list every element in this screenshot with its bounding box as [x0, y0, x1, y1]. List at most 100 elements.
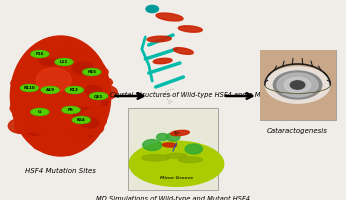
Circle shape	[21, 110, 46, 125]
Text: F16: F16	[36, 52, 44, 56]
Ellipse shape	[171, 130, 189, 136]
Ellipse shape	[185, 144, 202, 154]
Circle shape	[36, 48, 58, 61]
FancyArrowPatch shape	[226, 93, 252, 99]
Circle shape	[31, 119, 57, 134]
Ellipse shape	[10, 36, 111, 156]
Circle shape	[25, 104, 38, 111]
Circle shape	[31, 68, 48, 77]
Text: K12: K12	[70, 88, 79, 92]
Circle shape	[10, 101, 34, 115]
Text: Crystal Structures of Wild-type HSF4 and a Mutant: Crystal Structures of Wild-type HSF4 and…	[110, 92, 278, 98]
Circle shape	[30, 59, 45, 67]
Ellipse shape	[163, 143, 176, 147]
Text: Tyr: Tyr	[173, 131, 180, 135]
Circle shape	[23, 114, 45, 126]
Ellipse shape	[153, 58, 172, 64]
Circle shape	[26, 59, 44, 69]
Ellipse shape	[61, 106, 80, 114]
Circle shape	[64, 124, 77, 131]
Circle shape	[90, 67, 108, 77]
Circle shape	[80, 72, 104, 85]
Circle shape	[54, 130, 75, 142]
Circle shape	[273, 71, 322, 99]
Ellipse shape	[129, 141, 224, 186]
Ellipse shape	[89, 92, 108, 100]
Text: K54: K54	[77, 118, 86, 122]
Circle shape	[284, 77, 311, 93]
Circle shape	[81, 118, 99, 128]
Ellipse shape	[147, 36, 171, 42]
Circle shape	[92, 118, 106, 126]
Circle shape	[62, 134, 81, 145]
Circle shape	[45, 45, 67, 58]
Circle shape	[72, 62, 94, 74]
Circle shape	[75, 60, 92, 70]
Circle shape	[87, 89, 106, 100]
Circle shape	[39, 54, 60, 66]
Text: L11: L11	[60, 60, 68, 64]
Circle shape	[146, 5, 158, 13]
Ellipse shape	[143, 140, 162, 150]
Circle shape	[65, 140, 80, 148]
Circle shape	[56, 46, 82, 61]
Circle shape	[78, 111, 97, 122]
Circle shape	[16, 98, 39, 111]
Circle shape	[33, 138, 54, 150]
Circle shape	[15, 119, 38, 133]
FancyArrowPatch shape	[115, 93, 143, 99]
Circle shape	[35, 130, 50, 139]
Circle shape	[82, 78, 95, 85]
Circle shape	[76, 110, 96, 121]
Circle shape	[92, 85, 117, 100]
Circle shape	[19, 71, 32, 78]
Ellipse shape	[65, 86, 84, 94]
Circle shape	[94, 106, 107, 113]
Ellipse shape	[156, 13, 183, 21]
Circle shape	[56, 143, 77, 155]
Circle shape	[8, 118, 35, 133]
FancyBboxPatch shape	[260, 50, 336, 120]
Circle shape	[60, 46, 74, 54]
Text: A19: A19	[46, 88, 55, 92]
Circle shape	[290, 81, 305, 89]
Ellipse shape	[166, 133, 180, 141]
Ellipse shape	[265, 67, 330, 103]
Circle shape	[41, 46, 62, 58]
Ellipse shape	[36, 68, 71, 92]
Circle shape	[80, 121, 103, 135]
Text: Cataractogenesis: Cataractogenesis	[267, 128, 328, 134]
Circle shape	[17, 78, 38, 90]
Circle shape	[66, 133, 89, 146]
Ellipse shape	[142, 155, 170, 161]
Ellipse shape	[82, 68, 101, 76]
Circle shape	[68, 117, 88, 128]
Ellipse shape	[72, 116, 91, 124]
Circle shape	[42, 133, 56, 141]
Ellipse shape	[173, 48, 193, 54]
FancyBboxPatch shape	[128, 108, 218, 190]
Text: G: G	[38, 110, 42, 114]
Ellipse shape	[178, 26, 202, 32]
Circle shape	[86, 63, 106, 74]
Text: MD Simulations of Wild-type and Mutant HSF4: MD Simulations of Wild-type and Mutant H…	[96, 196, 250, 200]
Circle shape	[70, 54, 88, 64]
Ellipse shape	[30, 108, 49, 116]
Circle shape	[26, 125, 44, 135]
Text: P6: P6	[68, 108, 74, 112]
Circle shape	[277, 73, 318, 97]
Text: R110: R110	[24, 86, 35, 90]
Circle shape	[11, 78, 29, 88]
Circle shape	[70, 125, 94, 139]
Circle shape	[64, 52, 82, 62]
Ellipse shape	[55, 58, 73, 66]
Ellipse shape	[156, 134, 169, 140]
Circle shape	[55, 125, 79, 139]
Ellipse shape	[178, 157, 202, 163]
Circle shape	[81, 110, 102, 122]
Circle shape	[69, 45, 88, 55]
Circle shape	[86, 98, 101, 106]
Text: H15: H15	[87, 70, 96, 74]
Circle shape	[56, 48, 73, 57]
Circle shape	[74, 108, 95, 120]
